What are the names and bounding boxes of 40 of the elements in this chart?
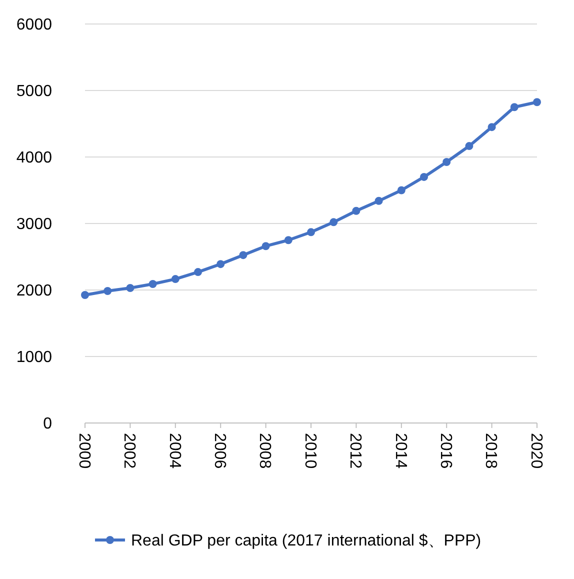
point — [216, 260, 225, 268]
point — [262, 242, 270, 250]
point — [352, 206, 360, 215]
x-tick-label: 2004 — [166, 433, 183, 469]
point — [126, 284, 134, 292]
point — [194, 268, 202, 276]
y-tick-label: 6000 — [16, 16, 52, 34]
point — [307, 228, 315, 236]
y-tick-label: 4000 — [16, 150, 52, 167]
x-tick-label: 2016 — [437, 433, 454, 469]
y-tick-label: 3000 — [16, 216, 52, 234]
point — [420, 172, 428, 181]
point — [442, 158, 451, 166]
x-tick-label: 2008 — [256, 433, 274, 469]
point — [284, 236, 292, 244]
x-tick-label: 2014 — [392, 433, 409, 469]
point — [465, 142, 474, 150]
x-tick-label: 2012 — [346, 433, 364, 469]
y-tick-label: 2000 — [16, 282, 52, 300]
point — [488, 123, 496, 132]
point — [510, 103, 518, 112]
point — [81, 290, 89, 299]
point — [533, 98, 541, 106]
x-tick-label: 2010 — [301, 433, 318, 469]
y-tick-label: 1000 — [16, 349, 52, 366]
point — [148, 280, 157, 288]
x-tick-label: 2002 — [120, 433, 138, 469]
y-tick-label: 5000 — [16, 83, 52, 100]
x-tick-label: 2020 — [527, 433, 544, 469]
legend-label: Real GDP per capita (2017 international $、PPP) — [131, 532, 482, 550]
point — [171, 275, 180, 284]
point — [397, 186, 406, 194]
point — [374, 196, 383, 205]
x-tick-label: 2000 — [75, 433, 92, 469]
x-tick-label: 2006 — [211, 433, 228, 469]
point — [239, 251, 248, 260]
x-tick-label: 2018 — [482, 433, 500, 469]
point — [330, 218, 338, 226]
point — [104, 286, 112, 295]
y-tick-label: 0 — [43, 416, 52, 433]
